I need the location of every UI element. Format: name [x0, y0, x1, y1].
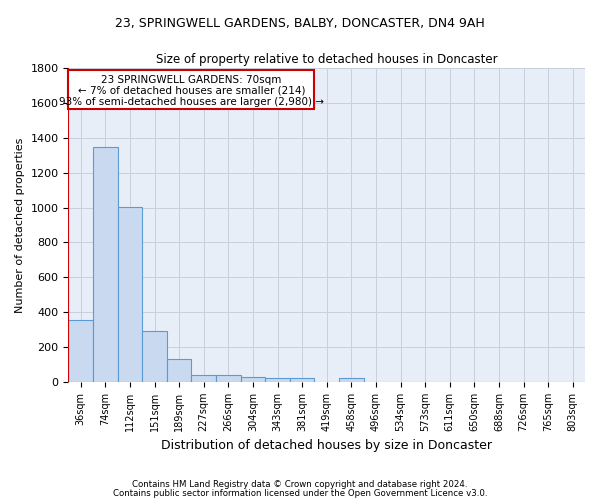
Text: Contains HM Land Registry data © Crown copyright and database right 2024.: Contains HM Land Registry data © Crown c… — [132, 480, 468, 489]
Bar — [241, 376, 265, 382]
Text: 23, SPRINGWELL GARDENS, BALBY, DONCASTER, DN4 9AH: 23, SPRINGWELL GARDENS, BALBY, DONCASTER… — [115, 18, 485, 30]
Text: 23 SPRINGWELL GARDENS: 70sqm: 23 SPRINGWELL GARDENS: 70sqm — [101, 74, 281, 85]
Bar — [118, 206, 142, 382]
Bar — [339, 378, 364, 382]
Bar — [191, 375, 216, 382]
Y-axis label: Number of detached properties: Number of detached properties — [15, 138, 25, 312]
Bar — [93, 148, 118, 382]
Bar — [68, 70, 314, 109]
Bar — [265, 378, 290, 382]
X-axis label: Distribution of detached houses by size in Doncaster: Distribution of detached houses by size … — [161, 440, 492, 452]
Title: Size of property relative to detached houses in Doncaster: Size of property relative to detached ho… — [156, 52, 497, 66]
Bar — [290, 378, 314, 382]
Text: ← 7% of detached houses are smaller (214): ← 7% of detached houses are smaller (214… — [77, 85, 305, 95]
Bar — [68, 320, 93, 382]
Text: 93% of semi-detached houses are larger (2,980) →: 93% of semi-detached houses are larger (… — [59, 97, 324, 107]
Text: Contains public sector information licensed under the Open Government Licence v3: Contains public sector information licen… — [113, 488, 487, 498]
Bar — [167, 360, 191, 382]
Bar — [216, 375, 241, 382]
Bar — [142, 330, 167, 382]
